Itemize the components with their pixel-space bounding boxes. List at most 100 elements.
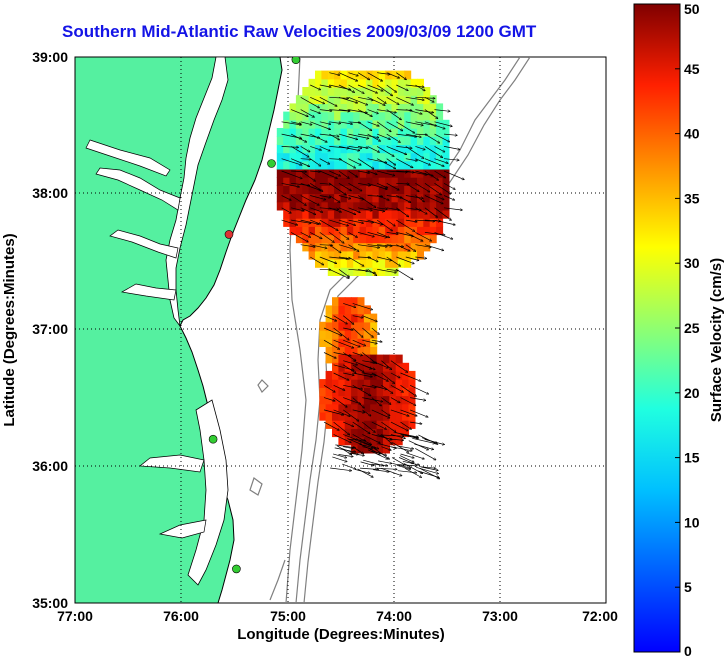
velocity-cell [366,201,373,211]
velocity-cell [332,428,339,438]
velocity-cell [410,136,418,145]
radar-station-marker [291,57,301,64]
velocity-cell [410,144,418,154]
velocity-vector [410,397,426,401]
velocity-cell [359,70,367,80]
velocity-vector [329,232,344,243]
velocity-vector [352,303,373,309]
velocity-cell [353,209,361,219]
velocity-vector [362,397,383,402]
velocity-vector [310,207,323,213]
velocity-cell [327,259,335,268]
velocity-cell [410,209,418,219]
velocity-cell [289,103,297,113]
velocity-vector [352,384,371,396]
velocity-vector [338,170,349,179]
velocity-cell [359,177,367,186]
velocity-cell [308,250,316,260]
velocity-cell [359,160,367,170]
velocity-cell [391,168,399,178]
velocity-cell [410,218,418,227]
velocity-cell [321,78,329,88]
velocity-cell [395,403,403,413]
velocity-cell [417,234,424,244]
velocity-vector [415,195,424,202]
velocity-cell [378,185,386,195]
velocity-vector [371,384,387,389]
velocity-cell [395,395,403,405]
colorbar-tick: 40 [684,126,700,142]
velocity-cell [395,436,403,446]
velocity-cell [372,259,380,268]
velocity-vector [357,219,374,222]
velocity-cell [346,128,354,137]
velocity-cell [436,218,444,227]
velocity-cell [410,185,418,195]
velocity-cell [404,226,412,236]
velocity-cell [321,209,329,219]
velocity-cell [340,209,348,219]
estuary-3 [120,283,177,301]
velocity-cell [359,259,367,268]
velocity-cell [334,78,342,88]
velocity-cell [391,111,399,121]
velocity-cell [283,119,291,129]
velocity-cell [366,218,373,227]
velocity-cell [391,185,399,195]
velocity-cell [346,103,354,113]
velocity-vector [319,195,331,198]
velocity-cell [289,111,297,121]
velocity-cell [340,119,348,129]
velocity-vector [380,467,402,476]
velocity-cell [357,362,365,372]
velocity-cell [397,234,405,244]
velocity-cell [366,234,373,244]
velocity-cell [389,395,397,405]
velocity-cell [366,185,373,195]
velocity-vector [434,195,445,200]
velocity-vector [415,207,427,214]
velocity-cell [429,144,437,154]
velocity-cell [302,152,310,162]
velocity-cell [366,119,373,129]
velocity-cell [359,152,367,162]
velocity-cell [315,242,322,252]
velocity-vector [400,409,418,416]
velocity-cell [378,144,386,154]
velocity-cell [383,370,390,380]
velocity-cell [397,226,405,236]
velocity-cell [395,354,403,364]
velocity-cell [315,95,322,104]
velocity-cell [357,313,365,323]
velocity-cell [334,193,342,203]
velocity-cell [357,370,365,380]
velocity-cell [315,259,322,268]
velocity-vector [329,170,340,176]
velocity-vector [291,121,301,124]
velocity-vector [348,195,365,200]
velocity-cell [417,242,424,252]
velocity-cell [410,250,418,260]
colorbar-tick: 0 [684,643,692,659]
velocity-cell [319,411,327,421]
velocity-vector [343,364,356,373]
velocity-cell [351,403,359,413]
velocity-cell [353,119,361,129]
velocity-cell [436,185,444,195]
velocity-cell [359,267,367,276]
velocity-cell [372,103,380,113]
velocity-cell [366,144,373,154]
velocity-vector [310,244,327,249]
velocity-cell [344,387,352,397]
velocity-vector [329,244,341,253]
velocity-vector [343,421,354,427]
velocity-cell [397,128,405,137]
velocity-cell [378,119,386,129]
velocity-vector [390,372,400,378]
velocity-cell [397,250,405,260]
velocity-cell [340,177,348,186]
velocity-cell [325,321,333,331]
velocity-cell [351,387,359,397]
velocity-cell [321,87,329,96]
velocity-cell [353,177,361,186]
